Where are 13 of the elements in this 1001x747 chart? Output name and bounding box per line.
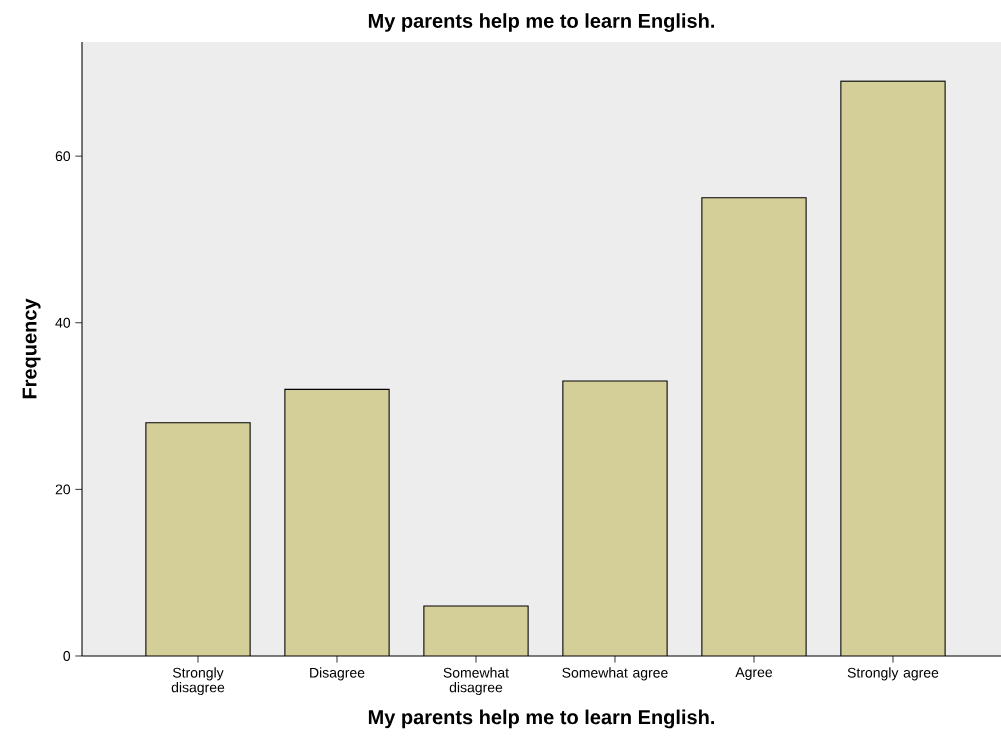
y-tick-label: 60 <box>55 151 71 162</box>
x-tick-label: Disagree <box>310 667 365 681</box>
y-tick-label: 0 <box>63 651 71 661</box>
y-tick-label: 20 <box>55 484 71 495</box>
x-tick-label: Agree <box>735 667 773 680</box>
y-axis-title: Frequency <box>22 298 41 399</box>
x-tick-label: Somewhat disagree <box>443 667 509 696</box>
x-tick-label: Strongly agree <box>847 667 939 681</box>
chart-title: My parents help me to learn English. <box>368 13 715 32</box>
x-tick-label: Somewhat agree <box>562 667 668 681</box>
y-tick-label: 40 <box>55 317 71 328</box>
x-axis-title: My parents help me to learn English. <box>368 709 715 729</box>
x-tick-label: Strongly disagree <box>171 667 225 696</box>
